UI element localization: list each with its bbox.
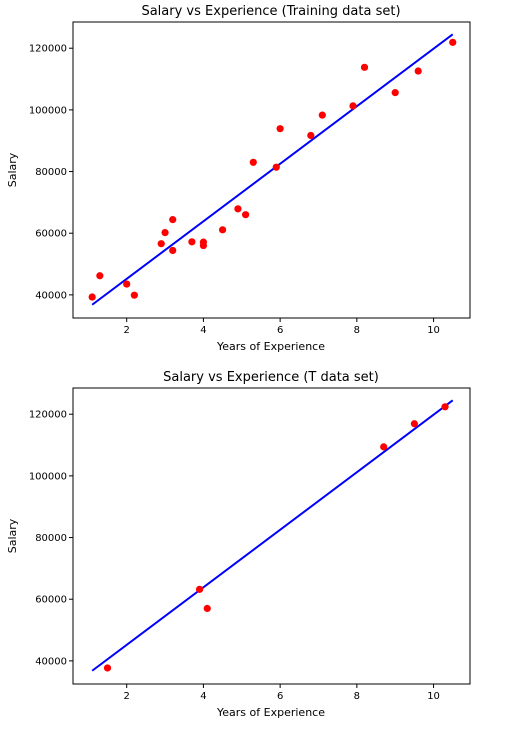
data-point (410, 420, 418, 428)
x-axis-ticks: 2 4 6 8 10 (124, 318, 440, 336)
data-point (103, 664, 112, 672)
data-point (169, 216, 177, 224)
data-point (360, 63, 369, 71)
chart-training-set: Salary vs Experience (Training data set)… (6, 4, 471, 353)
data-point (234, 205, 242, 213)
x-axis-label: Years of Experience (216, 706, 325, 719)
data-point (449, 38, 457, 46)
data-point (318, 111, 326, 119)
data-point (242, 211, 250, 219)
y-tick-label: 80000 (35, 533, 67, 544)
x-tick-label: 8 (354, 325, 360, 336)
x-axis-label: Years of Experience (216, 340, 325, 353)
x-axis-ticks: 2 4 6 8 10 (124, 684, 440, 702)
data-point (157, 240, 165, 248)
data-point (199, 238, 208, 246)
y-tick-label: 120000 (29, 44, 67, 55)
data-point (441, 403, 449, 411)
data-point (203, 604, 211, 613)
x-tick-label: 8 (354, 691, 360, 702)
chart-title: Salary vs Experience (T data set) (163, 370, 379, 385)
plot-frame (72, 21, 471, 319)
y-axis-label: Salary (6, 152, 19, 187)
x-tick-label: 6 (277, 325, 283, 336)
x-tick-label: 2 (124, 325, 130, 336)
y-tick-label: 40000 (35, 290, 67, 301)
x-tick-label: 6 (277, 691, 283, 702)
data-point (276, 125, 284, 133)
data-point (188, 238, 196, 246)
data-point (88, 293, 96, 301)
x-tick-label: 4 (200, 691, 206, 702)
data-point (391, 89, 399, 97)
chart-title: Salary vs Experience (Training data set) (141, 4, 400, 19)
y-tick-label: 60000 (35, 595, 67, 606)
y-axis-ticks: 40000 60000 80000 100000 120000 (29, 410, 73, 667)
chart-test-set: Salary vs Experience (T data set) Years … (6, 370, 471, 719)
data-point (380, 443, 388, 451)
data-point (249, 158, 257, 166)
data-point (195, 585, 204, 593)
plot-marks (91, 399, 454, 672)
data-point (349, 102, 357, 110)
y-tick-label: 100000 (29, 471, 67, 482)
plot-marks (88, 33, 457, 306)
data-point (96, 272, 104, 280)
y-tick-label: 120000 (29, 410, 67, 421)
data-point (169, 246, 177, 255)
data-point (414, 67, 422, 75)
y-axis-ticks: 40000 60000 80000 100000 120000 (29, 44, 73, 301)
y-axis-label: Salary (6, 518, 19, 553)
data-point (307, 131, 315, 140)
x-tick-label: 4 (200, 325, 206, 336)
x-tick-label: 2 (124, 691, 130, 702)
regression-line (91, 399, 454, 672)
y-tick-label: 40000 (35, 656, 67, 667)
x-tick-label: 10 (427, 325, 440, 336)
plot-frame (72, 387, 471, 685)
data-point (218, 226, 227, 234)
y-tick-label: 80000 (35, 167, 67, 178)
x-tick-label: 10 (427, 691, 440, 702)
data-point (130, 291, 138, 299)
y-tick-label: 100000 (29, 105, 67, 116)
data-point (272, 163, 280, 171)
data-point (161, 228, 169, 237)
data-point (123, 280, 131, 288)
regression-line (91, 33, 454, 306)
y-tick-label: 60000 (35, 229, 67, 240)
